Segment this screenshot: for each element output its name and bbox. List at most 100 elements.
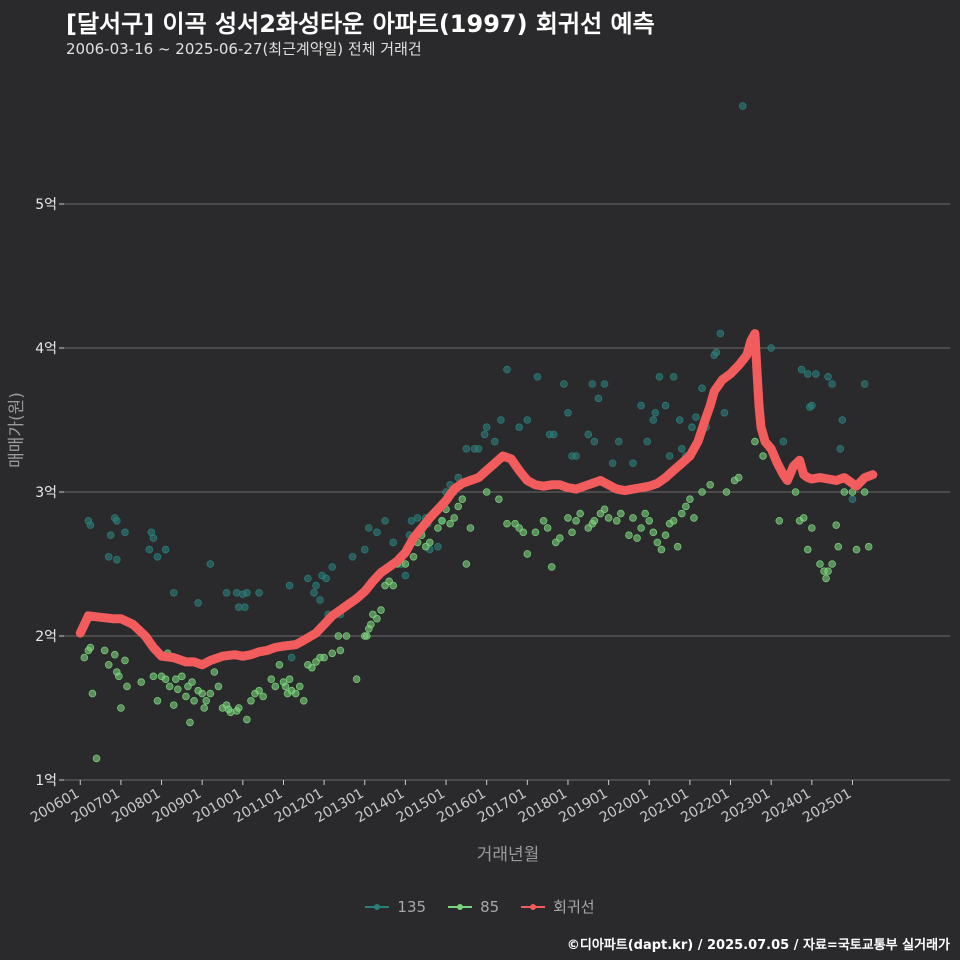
point-85: [104, 660, 113, 669]
series-85-points: [80, 437, 873, 763]
point-85: [519, 528, 528, 537]
point-135: [588, 380, 597, 388]
point-135: [677, 444, 686, 453]
point-85: [657, 545, 666, 554]
point-85: [334, 632, 343, 640]
point-135: [860, 380, 869, 388]
point-135: [808, 401, 816, 410]
point-135: [161, 545, 170, 554]
point-135: [365, 524, 373, 532]
legend-label-85: 85: [480, 897, 500, 916]
point-85: [186, 718, 194, 727]
point-135: [104, 552, 113, 561]
point-85: [590, 516, 599, 525]
point-85: [531, 528, 540, 537]
legend-item-85[interactable]: 85: [448, 896, 499, 917]
point-85: [454, 502, 463, 511]
point-85: [775, 516, 784, 525]
point-85: [625, 531, 633, 539]
point-85: [169, 701, 178, 709]
point-85: [673, 542, 682, 551]
source-credit: ©디아파트(dapt.kr) / 2025.07.05 / 자료=국토교통부 실…: [566, 938, 950, 953]
point-85: [822, 574, 830, 583]
point-135: [665, 452, 674, 460]
point-85: [576, 509, 584, 518]
point-85: [600, 505, 609, 514]
point-135: [651, 408, 660, 417]
point-85: [165, 682, 174, 691]
point-85: [190, 696, 198, 705]
point-135: [828, 380, 836, 388]
point-85: [377, 606, 385, 614]
point-135: [491, 437, 499, 446]
series-135-points: [84, 102, 869, 662]
point-85: [828, 560, 836, 568]
point-85: [669, 516, 678, 525]
point-135: [413, 514, 422, 522]
point-85: [808, 524, 816, 532]
point-85: [100, 646, 109, 655]
point-85: [291, 689, 300, 698]
series-trend-line: [75, 329, 878, 670]
legend-item-trend[interactable]: 회귀선: [521, 896, 595, 917]
legend-item-135[interactable]: 135: [365, 896, 426, 917]
point-85: [86, 643, 95, 652]
y-tick-label: 5억: [35, 197, 57, 213]
legend-label-trend: 회귀선: [553, 898, 595, 916]
point-85: [791, 488, 800, 496]
point-85: [149, 672, 158, 681]
point-85: [547, 563, 556, 571]
point-135: [206, 560, 215, 568]
point-85: [722, 488, 731, 496]
legend: 135 85 회귀선: [0, 896, 960, 917]
point-135: [113, 516, 121, 525]
point-135: [594, 394, 603, 403]
point-85: [645, 516, 654, 525]
point-135: [608, 459, 617, 468]
point-135: [838, 416, 847, 424]
point-85: [572, 516, 580, 525]
point-85: [182, 692, 190, 701]
point-135: [533, 372, 542, 381]
point-85: [92, 754, 101, 763]
point-85: [299, 696, 308, 705]
point-85: [373, 614, 381, 623]
point-135: [523, 416, 532, 424]
point-85: [556, 534, 564, 542]
point-135: [803, 370, 812, 378]
point-135: [560, 380, 568, 388]
point-135: [515, 423, 523, 432]
point-135: [106, 531, 115, 539]
point-85: [503, 519, 511, 528]
point-85: [539, 516, 548, 525]
point-135: [584, 430, 593, 439]
point-135: [738, 102, 747, 110]
y-axis-ticks: 1억 2억 3억 4억 5억: [35, 197, 64, 789]
point-85: [690, 514, 698, 522]
point-85: [523, 550, 532, 558]
point-135: [482, 423, 491, 432]
point-135: [848, 495, 857, 504]
point-135: [564, 408, 572, 417]
point-135: [503, 365, 511, 374]
point-85: [604, 514, 613, 522]
point-135: [322, 574, 330, 583]
point-135: [480, 430, 489, 439]
point-135: [675, 416, 684, 424]
y-axis-label: 매매가(원): [7, 392, 27, 468]
point-85: [173, 685, 182, 694]
point-85: [649, 528, 658, 537]
point-135: [287, 653, 296, 662]
point-135: [797, 365, 806, 374]
point-85: [682, 502, 690, 511]
point-135: [401, 571, 410, 580]
point-85: [759, 452, 767, 460]
point-135: [462, 444, 471, 453]
point-135: [767, 344, 775, 352]
point-85: [446, 519, 454, 528]
point-85: [629, 514, 637, 522]
point-85: [816, 560, 824, 568]
point-85: [342, 632, 351, 640]
point-85: [852, 545, 861, 554]
point-85: [438, 516, 446, 525]
